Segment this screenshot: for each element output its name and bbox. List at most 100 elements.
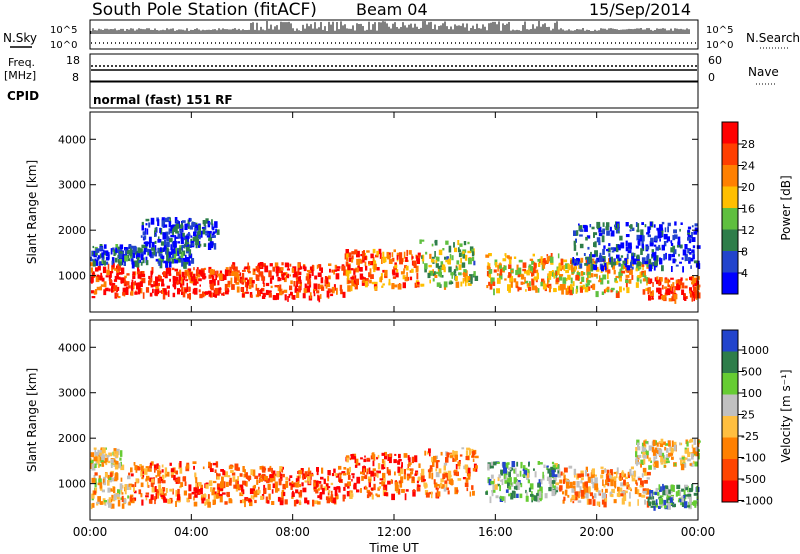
data-cell (628, 501, 631, 507)
data-cell (205, 484, 209, 489)
x-tick-label: 00:00 (681, 525, 716, 539)
data-cell (108, 497, 111, 503)
data-cell (562, 491, 565, 495)
data-cell (668, 440, 671, 447)
data-cell (379, 277, 381, 283)
data-cell (432, 278, 435, 282)
data-cell (598, 232, 603, 237)
data-cell (433, 479, 436, 485)
data-cell (348, 280, 352, 284)
data-cell (101, 454, 105, 461)
data-cell (208, 480, 213, 487)
data-cell (90, 267, 93, 273)
data-cell (112, 459, 116, 463)
data-cell (151, 267, 154, 274)
data-cell (660, 277, 663, 282)
data-cell (537, 288, 540, 293)
data-cell (679, 498, 682, 503)
data-cell (115, 244, 119, 251)
data-cell (177, 279, 179, 284)
data-cell (615, 261, 619, 265)
data-cell (660, 438, 664, 444)
data-cell (101, 461, 104, 467)
data-cell (670, 484, 674, 492)
data-cell (328, 275, 331, 280)
data-cell (431, 256, 435, 259)
data-cell (321, 467, 324, 474)
data-cell (193, 273, 196, 280)
data-cell (368, 261, 372, 265)
data-cell (525, 289, 527, 292)
data-cell (370, 253, 374, 259)
data-cell (636, 229, 640, 233)
data-cell (285, 481, 289, 488)
data-cell (207, 501, 211, 508)
data-cell (486, 285, 489, 289)
data-cell (99, 452, 102, 456)
data-cell (293, 500, 297, 507)
data-cell (130, 287, 134, 290)
data-cell (370, 274, 374, 279)
data-cell (557, 268, 560, 275)
data-cell (443, 487, 447, 492)
data-cell (508, 486, 512, 490)
data-cell (424, 450, 427, 456)
data-cell (631, 275, 634, 280)
data-cell (373, 263, 377, 271)
data-cell (153, 249, 156, 256)
data-cell (172, 275, 176, 283)
data-cell (588, 498, 592, 505)
data-cell (640, 459, 644, 465)
data-cell (504, 278, 507, 281)
data-cell (644, 499, 646, 505)
data-cell (614, 483, 617, 489)
data-cell (631, 227, 635, 231)
data-cell (641, 494, 646, 498)
data-cell (576, 260, 579, 266)
nave-tick-top: 60 (708, 54, 722, 67)
data-cell (454, 487, 458, 495)
data-cell (157, 238, 161, 243)
data-cell (539, 478, 543, 485)
data-cell (382, 460, 386, 467)
data-cell (347, 475, 351, 480)
data-cell (295, 482, 299, 488)
data-cell (316, 264, 319, 269)
data-cell (155, 258, 159, 262)
data-cell (160, 241, 164, 246)
data-cell (204, 275, 207, 279)
data-cell (449, 253, 452, 261)
data-cell (257, 275, 260, 278)
data-cell (526, 284, 530, 288)
data-cell (559, 479, 563, 484)
data-cell (591, 478, 594, 484)
data-cell (329, 268, 331, 273)
data-cell (585, 283, 589, 288)
data-cell (588, 280, 592, 283)
data-cell (460, 281, 463, 287)
data-cell (455, 464, 458, 470)
data-cell (297, 268, 300, 274)
data-cell (561, 265, 564, 270)
colorbar-swatch (722, 208, 738, 230)
data-cell (109, 488, 114, 492)
data-cell (293, 482, 296, 487)
data-cell (145, 223, 148, 226)
data-cell (330, 293, 334, 297)
data-cell (175, 501, 177, 507)
data-cell (695, 446, 698, 452)
data-cell (693, 260, 698, 264)
data-cell (390, 479, 393, 484)
data-cell (565, 270, 569, 274)
data-cell (486, 270, 489, 277)
data-cell (292, 490, 294, 495)
data-cell (643, 440, 646, 446)
data-cell (567, 494, 570, 498)
data-cell (656, 287, 660, 293)
data-cell (453, 270, 456, 275)
data-cell (577, 500, 582, 503)
data-cell (485, 254, 490, 258)
data-cell (173, 475, 176, 481)
data-cell (155, 489, 159, 494)
data-cell (145, 466, 149, 469)
